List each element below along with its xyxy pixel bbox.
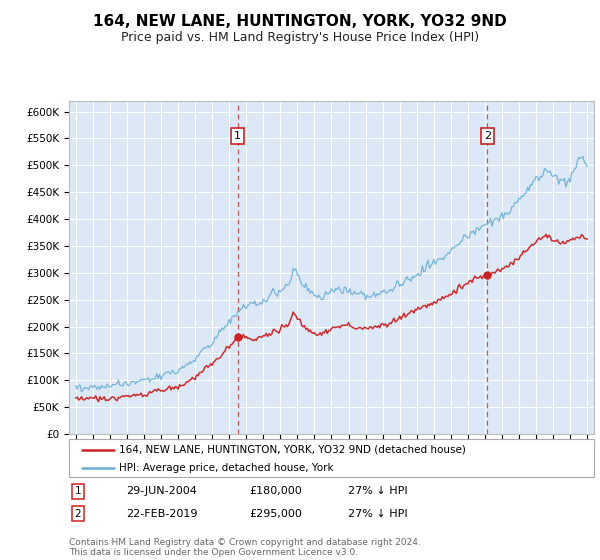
Text: Contains HM Land Registry data © Crown copyright and database right 2024.
This d: Contains HM Land Registry data © Crown c…	[69, 538, 421, 557]
Text: 2: 2	[74, 508, 82, 519]
Text: 1: 1	[234, 131, 241, 141]
Text: Price paid vs. HM Land Registry's House Price Index (HPI): Price paid vs. HM Land Registry's House …	[121, 31, 479, 44]
Text: HPI: Average price, detached house, York: HPI: Average price, detached house, York	[119, 463, 334, 473]
Text: 2: 2	[484, 131, 491, 141]
FancyBboxPatch shape	[69, 439, 594, 477]
Text: 164, NEW LANE, HUNTINGTON, YORK, YO32 9ND (detached house): 164, NEW LANE, HUNTINGTON, YORK, YO32 9N…	[119, 445, 466, 455]
Text: £295,000: £295,000	[249, 508, 302, 519]
Text: 164, NEW LANE, HUNTINGTON, YORK, YO32 9ND: 164, NEW LANE, HUNTINGTON, YORK, YO32 9N…	[93, 14, 507, 29]
Text: 27% ↓ HPI: 27% ↓ HPI	[348, 508, 407, 519]
Text: 27% ↓ HPI: 27% ↓ HPI	[348, 486, 407, 496]
Text: 29-JUN-2004: 29-JUN-2004	[126, 486, 197, 496]
Text: 1: 1	[74, 486, 82, 496]
Text: £180,000: £180,000	[249, 486, 302, 496]
Text: 22-FEB-2019: 22-FEB-2019	[126, 508, 197, 519]
